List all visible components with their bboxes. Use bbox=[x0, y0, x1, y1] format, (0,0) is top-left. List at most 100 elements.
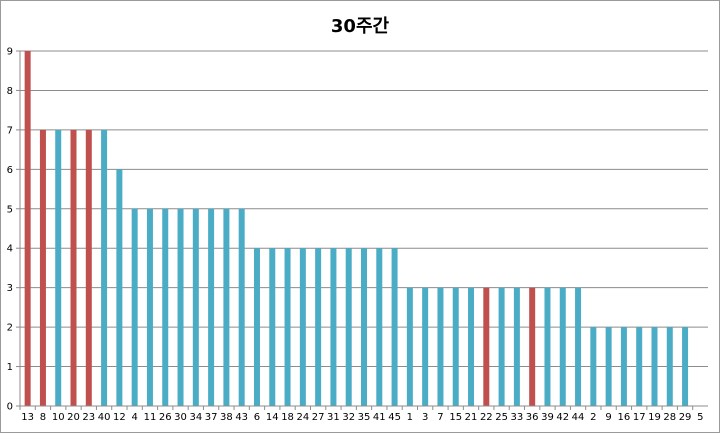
x-tick-label: 4 bbox=[131, 412, 137, 423]
x-tick-label: 17 bbox=[633, 412, 646, 423]
x-tick-label: 14 bbox=[266, 412, 279, 423]
x-tick-label: 44 bbox=[572, 412, 585, 423]
x-tick-label: 29 bbox=[679, 412, 692, 423]
bar-3 bbox=[422, 287, 429, 406]
x-tick-label: 45 bbox=[388, 412, 401, 423]
x-tick-label: 42 bbox=[556, 412, 569, 423]
bar-22 bbox=[483, 287, 490, 406]
bar-10 bbox=[55, 129, 62, 406]
bar-14 bbox=[269, 248, 276, 406]
bar-13 bbox=[24, 51, 31, 406]
bar-30 bbox=[177, 208, 184, 406]
x-tick-label: 28 bbox=[663, 412, 676, 423]
y-tick-label: 2 bbox=[7, 323, 13, 334]
x-tick-label: 21 bbox=[465, 412, 478, 423]
y-tick-label: 5 bbox=[7, 204, 13, 215]
bar-42 bbox=[559, 287, 566, 406]
bar-29 bbox=[682, 327, 689, 406]
bar-27 bbox=[315, 248, 322, 406]
bar-37 bbox=[208, 208, 215, 406]
x-tick-label: 24 bbox=[296, 412, 309, 423]
x-tick-label: 3 bbox=[422, 412, 428, 423]
x-tick-label: 22 bbox=[480, 412, 493, 423]
x-tick-label: 37 bbox=[205, 412, 218, 423]
chart-title: 30주간 bbox=[330, 16, 390, 37]
bar-43 bbox=[238, 208, 245, 406]
x-tick-label: 13 bbox=[21, 412, 34, 423]
x-tick-label: 19 bbox=[648, 412, 661, 423]
bar-24 bbox=[299, 248, 306, 406]
bar-2 bbox=[590, 327, 597, 406]
x-tick-label: 43 bbox=[235, 412, 248, 423]
bar-41 bbox=[376, 248, 383, 406]
x-tick-label: 7 bbox=[437, 412, 443, 423]
x-tick-label: 18 bbox=[281, 412, 294, 423]
x-tick-label: 11 bbox=[144, 412, 157, 423]
x-tick-label: 12 bbox=[113, 412, 126, 423]
bar-34 bbox=[192, 208, 199, 406]
bar-20 bbox=[70, 129, 77, 406]
x-tick-label: 40 bbox=[98, 412, 111, 423]
bar-17 bbox=[636, 327, 643, 406]
y-tick-label: 0 bbox=[7, 402, 13, 413]
bar-40 bbox=[101, 129, 108, 406]
y-tick-label: 7 bbox=[7, 125, 13, 136]
y-tick-label: 4 bbox=[7, 244, 13, 255]
bar-28 bbox=[666, 327, 673, 406]
x-tick-label: 25 bbox=[495, 412, 508, 423]
bar-4 bbox=[131, 208, 138, 406]
x-tick-label: 27 bbox=[312, 412, 325, 423]
bar-21 bbox=[468, 287, 475, 406]
bars bbox=[24, 51, 689, 406]
x-tick-label: 26 bbox=[159, 412, 172, 423]
x-tick-label: 34 bbox=[189, 412, 202, 423]
bar-36 bbox=[529, 287, 536, 406]
x-tick-label: 32 bbox=[342, 412, 355, 423]
bar-26 bbox=[162, 208, 169, 406]
x-tick-label: 8 bbox=[40, 412, 46, 423]
x-tick-label: 36 bbox=[526, 412, 539, 423]
x-tick-label: 31 bbox=[327, 412, 340, 423]
bar-23 bbox=[85, 129, 92, 406]
bar-32 bbox=[345, 248, 352, 406]
y-tick-label: 6 bbox=[7, 165, 13, 176]
bar-16 bbox=[620, 327, 627, 406]
x-tick-label: 15 bbox=[449, 412, 462, 423]
bar-9 bbox=[605, 327, 612, 406]
x-axis-ticks: 13 8 10 20 23 40 12 4 11 26 30 34 37 38 43 6 14 18 24 27 31 3… bbox=[19, 406, 704, 423]
bar-7 bbox=[437, 287, 444, 406]
y-tick-label: 1 bbox=[7, 362, 13, 373]
x-tick-label: 30 bbox=[174, 412, 187, 423]
x-tick-label: 5 bbox=[697, 412, 703, 423]
bar-44 bbox=[575, 287, 582, 406]
bar-35 bbox=[361, 248, 367, 406]
bar-1 bbox=[406, 287, 413, 406]
x-tick-label: 1 bbox=[407, 412, 413, 423]
bar-25 bbox=[498, 287, 505, 406]
x-tick-label: 41 bbox=[373, 412, 386, 423]
bar-8 bbox=[39, 129, 46, 406]
x-tick-label: 39 bbox=[541, 412, 554, 423]
bar-45 bbox=[391, 248, 398, 406]
x-tick-label: 2 bbox=[590, 412, 596, 423]
bar-31 bbox=[330, 248, 337, 406]
x-tick-label: 6 bbox=[254, 412, 260, 423]
y-tick-label: 8 bbox=[7, 86, 13, 97]
x-tick-label: 9 bbox=[605, 412, 611, 423]
bar-15 bbox=[452, 287, 459, 406]
x-tick-label: 20 bbox=[67, 412, 80, 423]
bar-39 bbox=[544, 287, 551, 406]
bar-18 bbox=[284, 248, 291, 406]
y-tick-label: 9 bbox=[7, 47, 13, 58]
x-tick-label: 38 bbox=[220, 412, 233, 423]
bar-6 bbox=[253, 248, 260, 406]
x-tick-label: 23 bbox=[82, 412, 95, 423]
bar-11 bbox=[146, 208, 153, 406]
x-tick-label: 33 bbox=[511, 412, 524, 423]
bar-38 bbox=[223, 208, 230, 406]
x-tick-label: 10 bbox=[52, 412, 65, 423]
y-tick-label: 3 bbox=[7, 283, 13, 294]
bar-12 bbox=[116, 169, 123, 406]
bar-33 bbox=[513, 287, 520, 406]
